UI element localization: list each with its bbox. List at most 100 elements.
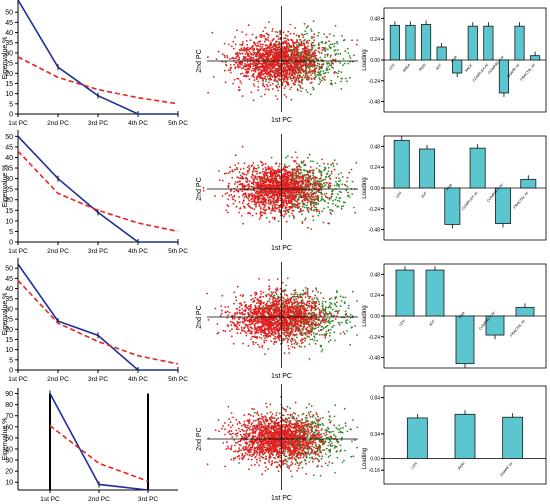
scatter-point-red	[307, 63, 310, 65]
scatter-point-red	[225, 209, 228, 212]
scatter-point-red	[258, 192, 261, 195]
scatter-point-green	[334, 24, 337, 27]
scatter-point-green	[324, 71, 327, 74]
scatter-point-red	[294, 54, 296, 57]
scatter-point-green	[324, 53, 327, 56]
scatter-point-red	[241, 31, 244, 33]
scatter-point-red	[285, 199, 288, 202]
scatter-point-red	[275, 52, 278, 55]
scatter-point-red	[299, 55, 301, 57]
scatter-point-red	[289, 75, 292, 78]
scatter-point-green	[277, 220, 280, 223]
scatter-point-red	[251, 200, 254, 203]
scatter-point-green	[338, 324, 341, 326]
scatter-point-red	[306, 181, 309, 184]
scatter-point-red	[246, 43, 249, 46]
scatter-point-red	[290, 64, 293, 67]
scatter-point-green	[286, 277, 289, 280]
scatter-point-red	[294, 73, 297, 76]
scatter-point-red	[233, 78, 236, 81]
scatter-point-red	[298, 81, 301, 84]
scatter-point-red	[297, 202, 299, 205]
scatter-point-red	[243, 162, 246, 165]
scatter-point-red	[248, 180, 251, 183]
scatter-point-green	[324, 50, 327, 52]
scatter-point-red	[294, 48, 296, 51]
scatter-point-red	[301, 199, 304, 202]
scatter-point-red	[230, 45, 233, 48]
scatter-point-red	[308, 153, 311, 156]
scatter-point-red	[242, 222, 245, 225]
scatter-point-red	[274, 51, 276, 54]
scatter-point-green	[327, 166, 330, 169]
scatter-point-red	[311, 72, 314, 74]
scatter-point-red	[233, 190, 236, 193]
scatter-point-red	[264, 198, 267, 201]
scatter-point-red	[295, 177, 298, 180]
scatter-point-red	[333, 168, 336, 171]
scatter-point-red	[239, 168, 242, 171]
scatter-point-red	[311, 290, 314, 293]
scatter-point-red	[256, 198, 259, 201]
scatter-point-red	[314, 179, 317, 182]
scatter-point-green	[312, 219, 315, 222]
y-tick-label: 45	[5, 20, 13, 27]
scatter-point-red	[295, 79, 298, 82]
scatter-point-red	[278, 41, 281, 44]
scatter-point-red	[288, 65, 291, 67]
scatter-point-red	[301, 179, 303, 182]
scatter-point-green	[322, 327, 325, 330]
scatter-point-green	[336, 193, 339, 196]
scatter-point-green	[265, 80, 267, 82]
x-tick-label: 2nd PC	[47, 376, 69, 383]
scatter-point-red	[250, 58, 253, 61]
scatter-point-red	[305, 69, 307, 72]
scatter-point-red	[234, 61, 237, 64]
scatter-point-green	[309, 93, 312, 96]
scatter-point-green	[328, 322, 331, 325]
scatter-point-red	[256, 172, 258, 175]
scatter-point-red	[260, 211, 263, 214]
scatter-point-red	[252, 51, 255, 54]
scatter-point-green	[346, 185, 349, 188]
scatter-point-red	[255, 63, 257, 66]
scatter-point-red	[285, 43, 288, 46]
scatter-point-red	[232, 82, 235, 85]
scatter-point-red	[242, 41, 244, 43]
scatter-point-green	[320, 344, 323, 347]
scatter-point-green	[334, 339, 336, 342]
scatter-point-red	[309, 171, 311, 174]
scatter-point-red	[311, 185, 314, 188]
scatter-point-red	[276, 199, 278, 202]
scatter-point-green	[336, 163, 338, 166]
scatter-point-green	[270, 156, 273, 159]
scatter-point-red	[264, 181, 266, 184]
scatter-point-red	[279, 29, 282, 32]
x-tick-label: 5th PC	[168, 248, 188, 255]
scatter-point-red	[305, 55, 308, 58]
scatter-point-red	[320, 177, 322, 180]
scatter-point-red	[318, 68, 320, 71]
scatter-point-red	[300, 65, 303, 68]
scatter-point-green	[334, 49, 337, 51]
scatter-point-red	[241, 190, 244, 193]
scatter-point-green	[306, 306, 309, 309]
scatter-point-red	[289, 181, 292, 184]
scatter-point-red	[309, 198, 312, 200]
scatter-point-red	[249, 206, 252, 209]
eigenvalue-series-line	[17, 263, 178, 371]
scatter-y-label: 2nd PC	[196, 177, 203, 200]
scatter-point-green	[332, 319, 334, 322]
scatter-point-red	[355, 43, 358, 46]
scatter-point-green	[340, 71, 343, 74]
scatter-point-green	[329, 329, 332, 331]
scatter-point-green	[317, 42, 320, 44]
scatter-point-green	[336, 75, 339, 78]
scatter-point-red	[312, 51, 315, 54]
scatter-point-red	[308, 51, 311, 53]
scatter-point-green	[239, 43, 242, 46]
scatter-point-green	[334, 297, 337, 300]
scatter-point-red	[272, 39, 274, 41]
scatter-point-red	[315, 184, 318, 187]
